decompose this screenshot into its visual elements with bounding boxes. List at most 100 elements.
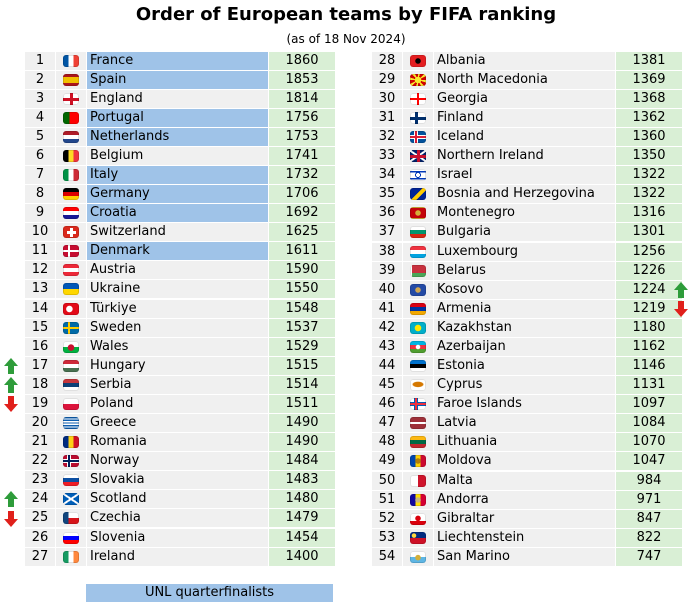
iceland-flag-icon bbox=[410, 131, 426, 143]
scotland-flag-icon bbox=[63, 493, 79, 505]
switzerland-flag-icon bbox=[63, 226, 79, 238]
denmark-flag-icon bbox=[63, 245, 79, 257]
team-name-cell: Finland bbox=[434, 109, 615, 127]
flag-cell bbox=[403, 204, 433, 222]
team-name-cell: Netherlands bbox=[87, 128, 268, 146]
points-cell: 1860 bbox=[269, 52, 335, 70]
points-cell: 847 bbox=[616, 510, 682, 528]
rank-cell: 24 bbox=[25, 490, 55, 508]
team-name-cell: Armenia bbox=[434, 300, 615, 318]
cyprus-flag-icon bbox=[410, 379, 426, 391]
northern-ireland-flag-icon bbox=[410, 150, 426, 162]
rank-cell: 37 bbox=[372, 223, 402, 241]
flag-cell bbox=[403, 128, 433, 146]
points-cell: 1224 bbox=[616, 281, 682, 299]
points-cell: 1550 bbox=[269, 280, 335, 298]
team-name-cell: Ireland bbox=[87, 548, 268, 566]
team-name-cell: Kosovo bbox=[434, 281, 615, 299]
rank-cell: 8 bbox=[25, 185, 55, 203]
flag-cell bbox=[56, 471, 86, 489]
georgia-flag-icon bbox=[410, 93, 426, 105]
flag-cell bbox=[403, 548, 433, 566]
flag-cell bbox=[403, 52, 433, 70]
flag-cell bbox=[403, 243, 433, 261]
points-cell: 1625 bbox=[269, 223, 335, 241]
norway-flag-icon bbox=[63, 455, 79, 467]
team-name-cell: Lithuania bbox=[434, 433, 615, 451]
rank-cell: 9 bbox=[25, 204, 55, 222]
points-cell: 1853 bbox=[269, 71, 335, 89]
flag-cell bbox=[56, 147, 86, 165]
flag-cell bbox=[403, 262, 433, 280]
rank-cell: 49 bbox=[372, 452, 402, 470]
flag-cell bbox=[56, 185, 86, 203]
rank-cell: 33 bbox=[372, 147, 402, 165]
flag-cell bbox=[56, 52, 86, 70]
team-name-cell: Kazakhstan bbox=[434, 319, 615, 337]
rank-cell: 1 bbox=[25, 52, 55, 70]
flag-cell bbox=[56, 280, 86, 298]
arrow-up-icon bbox=[4, 377, 18, 393]
points-cell: 1360 bbox=[616, 128, 682, 146]
team-name-cell: Czechia bbox=[87, 509, 268, 527]
points-cell: 1483 bbox=[269, 471, 335, 489]
team-name-cell: Spain bbox=[87, 71, 268, 89]
team-name-cell: Austria bbox=[87, 261, 268, 279]
points-cell: 1741 bbox=[269, 147, 335, 165]
team-name-cell: Malta bbox=[434, 472, 615, 490]
rank-cell: 48 bbox=[372, 433, 402, 451]
arrow-up-icon bbox=[4, 491, 18, 507]
flag-cell bbox=[56, 166, 86, 184]
rank-cell: 5 bbox=[25, 128, 55, 146]
team-name-cell: Georgia bbox=[434, 90, 615, 108]
rank-cell: 43 bbox=[372, 338, 402, 356]
team-name-cell: Slovenia bbox=[87, 529, 268, 547]
bulgaria-flag-icon bbox=[410, 226, 426, 238]
flag-cell bbox=[403, 300, 433, 318]
flag-cell bbox=[56, 395, 86, 413]
points-cell: 1479 bbox=[269, 509, 335, 527]
germany-flag-icon bbox=[63, 188, 79, 200]
points-cell: 1537 bbox=[269, 319, 335, 337]
team-name-cell: Hungary bbox=[87, 357, 268, 375]
flag-cell bbox=[56, 319, 86, 337]
points-cell: 984 bbox=[616, 472, 682, 490]
azerbaijan-flag-icon bbox=[410, 341, 426, 353]
rank-cell: 22 bbox=[25, 452, 55, 470]
flag-cell bbox=[56, 90, 86, 108]
points-cell: 1070 bbox=[616, 433, 682, 451]
rank-cell: 3 bbox=[25, 90, 55, 108]
team-name-cell: Latvia bbox=[434, 414, 615, 432]
rank-cell: 36 bbox=[372, 204, 402, 222]
flag-cell bbox=[56, 300, 86, 318]
flag-cell bbox=[403, 529, 433, 547]
albania-flag-icon bbox=[410, 55, 426, 67]
points-cell: 1548 bbox=[269, 300, 335, 318]
flag-cell bbox=[403, 357, 433, 375]
points-cell: 1514 bbox=[269, 376, 335, 394]
rank-cell: 21 bbox=[25, 433, 55, 451]
flag-cell bbox=[403, 90, 433, 108]
israel-flag-icon bbox=[410, 169, 426, 181]
kosovo-flag-icon bbox=[410, 284, 426, 296]
team-name-cell: Belarus bbox=[434, 262, 615, 280]
flag-cell bbox=[403, 395, 433, 413]
team-name-cell: Slovakia bbox=[87, 471, 268, 489]
rank-cell: 30 bbox=[372, 90, 402, 108]
team-name-cell: Romania bbox=[87, 433, 268, 451]
points-cell: 1480 bbox=[269, 490, 335, 508]
points-cell: 1590 bbox=[269, 261, 335, 279]
arrow-up-icon bbox=[674, 282, 688, 298]
team-name-cell: Switzerland bbox=[87, 223, 268, 241]
rank-cell: 45 bbox=[372, 376, 402, 394]
points-cell: 1097 bbox=[616, 395, 682, 413]
rank-cell: 14 bbox=[25, 300, 55, 318]
czechia-flag-icon bbox=[63, 512, 79, 524]
france-flag-icon bbox=[63, 55, 79, 67]
slovakia-flag-icon bbox=[63, 474, 79, 486]
flag-cell bbox=[56, 109, 86, 127]
points-cell: 1490 bbox=[269, 433, 335, 451]
rank-cell: 53 bbox=[372, 529, 402, 547]
serbia-flag-icon bbox=[63, 379, 79, 391]
rank-cell: 23 bbox=[25, 471, 55, 489]
